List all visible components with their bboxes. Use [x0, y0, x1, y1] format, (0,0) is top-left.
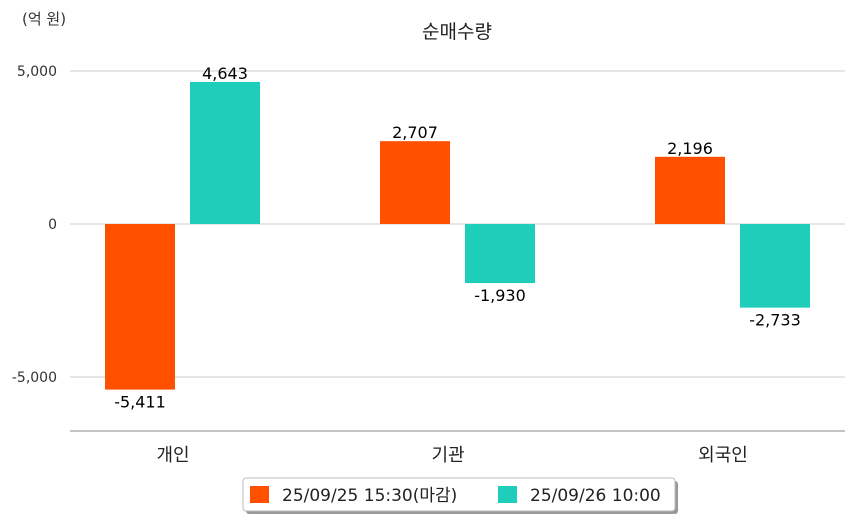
chart-title: 순매수량: [422, 21, 492, 43]
data-label: 2,707: [392, 123, 438, 142]
legend-box: [242, 477, 676, 512]
x-tick-label: 외국인: [698, 445, 748, 466]
data-label: -1,930: [474, 286, 526, 305]
y-tick-label: -5,000: [12, 370, 57, 386]
x-tick-label: 기관: [431, 445, 464, 466]
data-label: -2,733: [749, 311, 801, 330]
y-tick-label: 0: [48, 217, 57, 233]
legend-swatch: [250, 486, 269, 503]
data-label: 4,643: [202, 64, 248, 83]
legend-label[interactable]: 25/09/25 15:30(마감): [282, 486, 457, 506]
y-tick-label: 5,000: [17, 64, 57, 80]
bar[interactable]: [190, 81, 260, 225]
data-label: 2,196: [667, 139, 713, 158]
bar[interactable]: [465, 224, 535, 284]
x-tick-label: 개인: [156, 445, 189, 466]
data-label: -5,411: [114, 393, 166, 412]
bar[interactable]: [380, 141, 450, 224]
bar[interactable]: [740, 224, 810, 308]
bar[interactable]: [655, 156, 725, 224]
y-axis-unit-label: (억 원): [22, 10, 66, 28]
legend-label[interactable]: 25/09/26 10:00: [530, 486, 661, 506]
legend[interactable]: 25/09/25 15:30(마감) 25/09/26 10:00: [242, 477, 678, 514]
bar[interactable]: [105, 224, 175, 390]
legend-swatch: [498, 486, 517, 503]
